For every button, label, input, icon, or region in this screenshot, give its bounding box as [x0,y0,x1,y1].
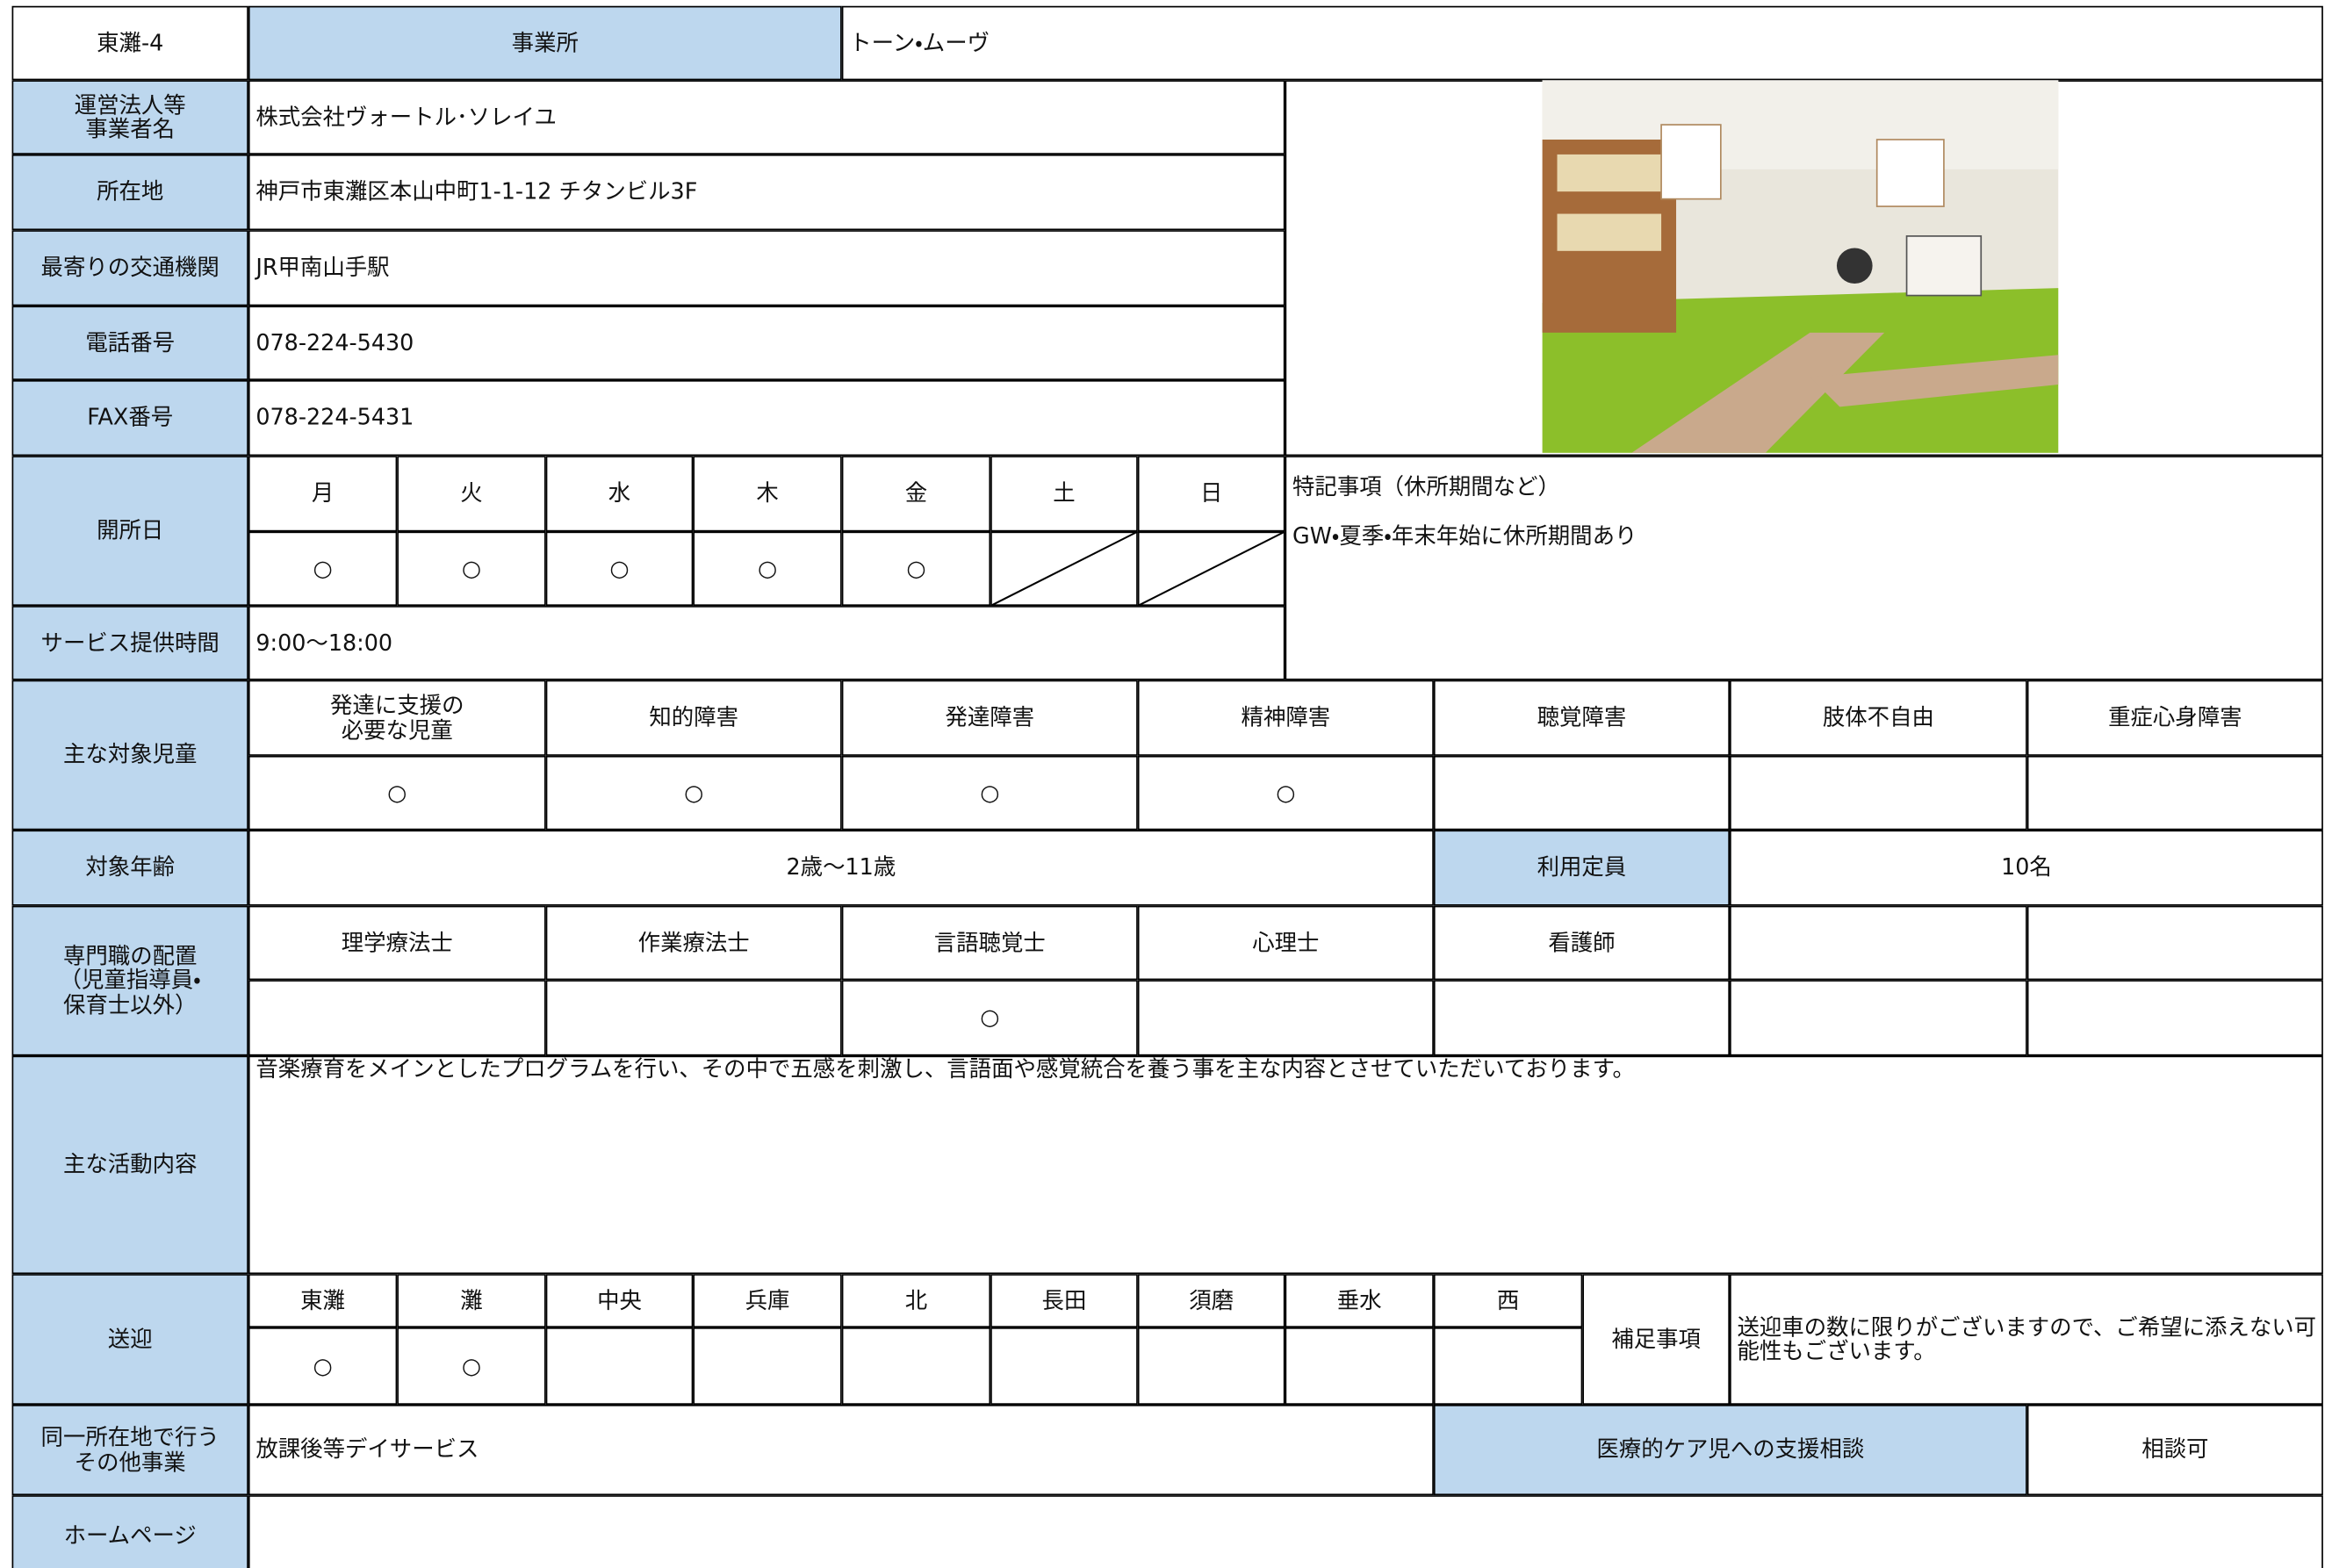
target-mark: ○ [1137,755,1434,831]
day-header: 水 [545,456,694,532]
target-header: 発達障害 [841,680,1138,756]
staff-mark: ○ [841,980,1138,1056]
field-label: 事業所 [248,5,842,81]
field-value: 相談可 [2026,1404,2323,1496]
day-header: 火 [397,456,546,532]
notes-title: 特記事項（休所期間など） [1292,473,1560,500]
staff-mark [1137,980,1434,1056]
field-label: 送迎 [11,1274,248,1405]
field-label: 運営法人等 事業者名 [11,80,248,155]
staff-mark [1433,980,1731,1056]
field-label: 医療的ケア児への支援相談 [1433,1404,2027,1496]
transport-note: 送迎車の数に限りがございますので、ご希望に添えない可能性もございます。 [1730,1274,2323,1405]
day-mark [1137,531,1285,607]
field-label: 専門職の配置 （児童指導員・ 保育士以外） [11,905,248,1056]
day-mark: ○ [545,531,694,607]
target-mark: ○ [841,755,1138,831]
area-mark [1137,1327,1285,1405]
staff-header: 作業療法士 [545,905,842,981]
field-value: 10名 [1730,830,2323,906]
staff-header: 心理士 [1137,905,1434,981]
area-mark [1285,1327,1434,1405]
day-header: 木 [693,456,842,532]
staff-mark [1730,980,2027,1056]
target-mark [1730,755,2027,831]
field-label: 電話番号 [11,306,248,380]
field-value: 株式会社ヴォートル･ソレイユ [248,80,1285,155]
field-label: 補足事項 [1582,1274,1731,1405]
area-mark [990,1327,1138,1405]
area-header: 西 [1433,1274,1583,1328]
office-name: トーン・ムーヴ [841,5,2323,81]
staff-mark [248,980,546,1056]
staff-header: 言語聴覚士 [841,905,1138,981]
field-label: 対象年齢 [11,830,248,906]
day-header: 金 [841,456,991,532]
staff-header [2026,905,2323,981]
target-header: 発達に支援の 必要な児童 [248,680,546,756]
staff-header: 理学療法士 [248,905,546,981]
day-mark: ○ [841,531,991,607]
area-mark [841,1327,991,1405]
activities-text: 音楽療育をメインとしたプログラムを行い、その中で五感を刺激し、言語面や感覚統合を… [248,1055,2323,1275]
field-value: 9:00～18:00 [248,606,1285,680]
target-header: 精神障害 [1137,680,1434,756]
area-mark: ○ [397,1327,546,1405]
day-header: 日 [1137,456,1285,532]
staff-mark [545,980,842,1056]
day-mark: ○ [248,531,398,607]
notes-text: GW・夏季・年末年始に休所期間あり [1292,521,1637,549]
field-value: 078-224-5430 [248,306,1285,380]
field-label: 主な対象児童 [11,680,248,831]
field-value: 神戸市東灘区本山中町1-1-12 チタンビル3F [248,154,1285,231]
field-value: 2歳～11歳 [248,830,1434,906]
day-header: 土 [990,456,1138,532]
area-header: 北 [841,1274,991,1328]
staff-header [1730,905,2027,981]
day-mark: ○ [397,531,546,607]
day-header: 月 [248,456,398,532]
field-label: 最寄りの交通機関 [11,230,248,306]
notes-cell: 特記事項（休所期間など） GW・夏季・年末年始に休所期間あり [1285,456,2323,680]
target-mark: ○ [248,755,546,831]
area-header: 灘 [397,1274,546,1328]
area-header: 須磨 [1137,1274,1285,1328]
target-header: 重症心身障害 [2026,680,2323,756]
target-mark: ○ [545,755,842,831]
staff-header: 看護師 [1433,905,1731,981]
area-header: 兵庫 [693,1274,842,1328]
field-value: 078-224-5431 [248,379,1285,457]
area-mark: ○ [248,1327,398,1405]
sheet-id: 東灘-4 [11,5,248,81]
area-mark [1433,1327,1583,1405]
area-header: 東灘 [248,1274,398,1328]
area-mark [545,1327,694,1405]
target-header: 知的障害 [545,680,842,756]
field-label: FAX番号 [11,379,248,457]
target-mark [2026,755,2323,831]
area-header: 長田 [990,1274,1138,1328]
staff-mark [2026,980,2323,1056]
field-label: 利用定員 [1433,830,1731,906]
field-label: 開所日 [11,456,248,607]
area-header: 中央 [545,1274,694,1328]
facility-photo [1542,80,2059,453]
field-value: JR甲南山手駅 [248,230,1285,306]
homepage-value [248,1495,2323,1568]
day-mark [990,531,1138,607]
field-value: 放課後等デイサービス [248,1404,1434,1496]
target-mark [1433,755,1731,831]
area-header: 垂水 [1285,1274,1434,1328]
target-header: 肢体不自由 [1730,680,2027,756]
field-label: ホームページ [11,1495,248,1568]
field-label: 同一所在地で行う その他事業 [11,1404,248,1496]
field-label: 主な活動内容 [11,1055,248,1275]
target-header: 聴覚障害 [1433,680,1731,756]
field-label: 所在地 [11,154,248,231]
area-mark [693,1327,842,1405]
day-mark: ○ [693,531,842,607]
field-label: サービス提供時間 [11,606,248,680]
